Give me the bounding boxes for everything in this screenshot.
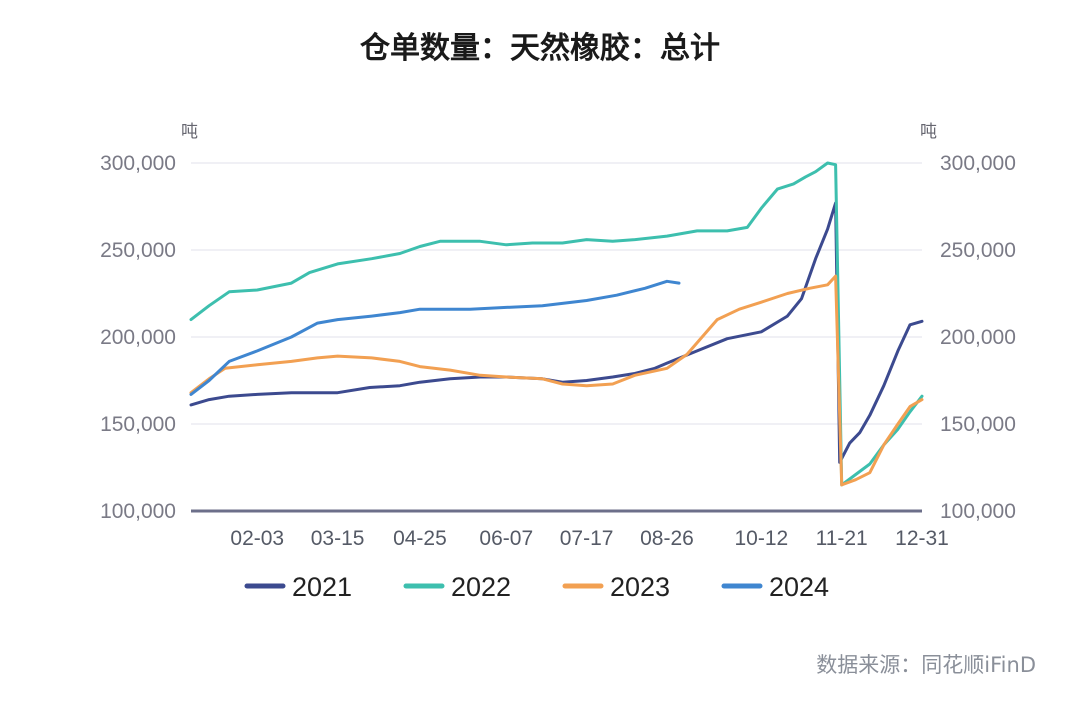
x-axis: 02-03 03-15 04-25 06-07 07-17 08-26 10-12 11-21… xyxy=(230,527,948,550)
legend-label-2024: 2024 xyxy=(769,572,829,602)
y-tick-label-right: 200,000 xyxy=(940,326,1016,349)
y-axis-unit-left: 吨 xyxy=(181,122,198,142)
series-line-2021 xyxy=(189,201,924,464)
y-tick-label-left: 100,000 xyxy=(100,500,176,523)
y-axis-left: 100,000 150,000 200,000 250,000 300,000 xyxy=(100,152,176,523)
x-tick-label: 04-25 xyxy=(393,527,447,550)
y-tick-label-right: 150,000 xyxy=(940,413,1016,436)
legend-label-2021: 2021 xyxy=(292,572,352,602)
x-tick-label: 12-31 xyxy=(895,527,949,550)
y-tick-label-left: 250,000 xyxy=(100,239,176,262)
legend: 2021 2022 2023 2024 xyxy=(244,572,829,602)
x-tick-label: 08-26 xyxy=(640,527,694,550)
y-tick-label-left: 300,000 xyxy=(100,152,176,175)
x-tick-label: 03-15 xyxy=(311,527,365,550)
x-tick-label: 10-12 xyxy=(734,527,788,550)
legend-label-2023: 2023 xyxy=(610,572,670,602)
series-line-2023 xyxy=(189,274,924,487)
data-source-note: 数据来源：同花顺iFinD xyxy=(816,653,1036,677)
gridlines xyxy=(191,162,922,513)
legend-label-2022: 2022 xyxy=(451,572,511,602)
x-tick-label: 11-21 xyxy=(816,527,868,550)
y-tick-label-left: 150,000 xyxy=(100,413,176,436)
series-line-2022 xyxy=(189,161,924,487)
series-line-2024 xyxy=(189,279,681,396)
plot-area xyxy=(189,161,924,487)
y-tick-label-right: 250,000 xyxy=(940,239,1016,262)
chart-title: 仓单数量：天然橡胶：总计 xyxy=(360,31,720,66)
x-tick-label: 06-07 xyxy=(479,527,533,550)
y-axis-unit-right: 吨 xyxy=(920,122,937,142)
x-tick-label: 07-17 xyxy=(560,527,614,550)
y-axis-right: 100,000 150,000 200,000 250,000 300,000 xyxy=(940,152,1016,523)
y-tick-label-right: 300,000 xyxy=(940,152,1016,175)
x-tick-label: 02-03 xyxy=(230,527,284,550)
y-tick-label-right: 100,000 xyxy=(940,500,1016,523)
y-tick-label-left: 200,000 xyxy=(100,326,176,349)
